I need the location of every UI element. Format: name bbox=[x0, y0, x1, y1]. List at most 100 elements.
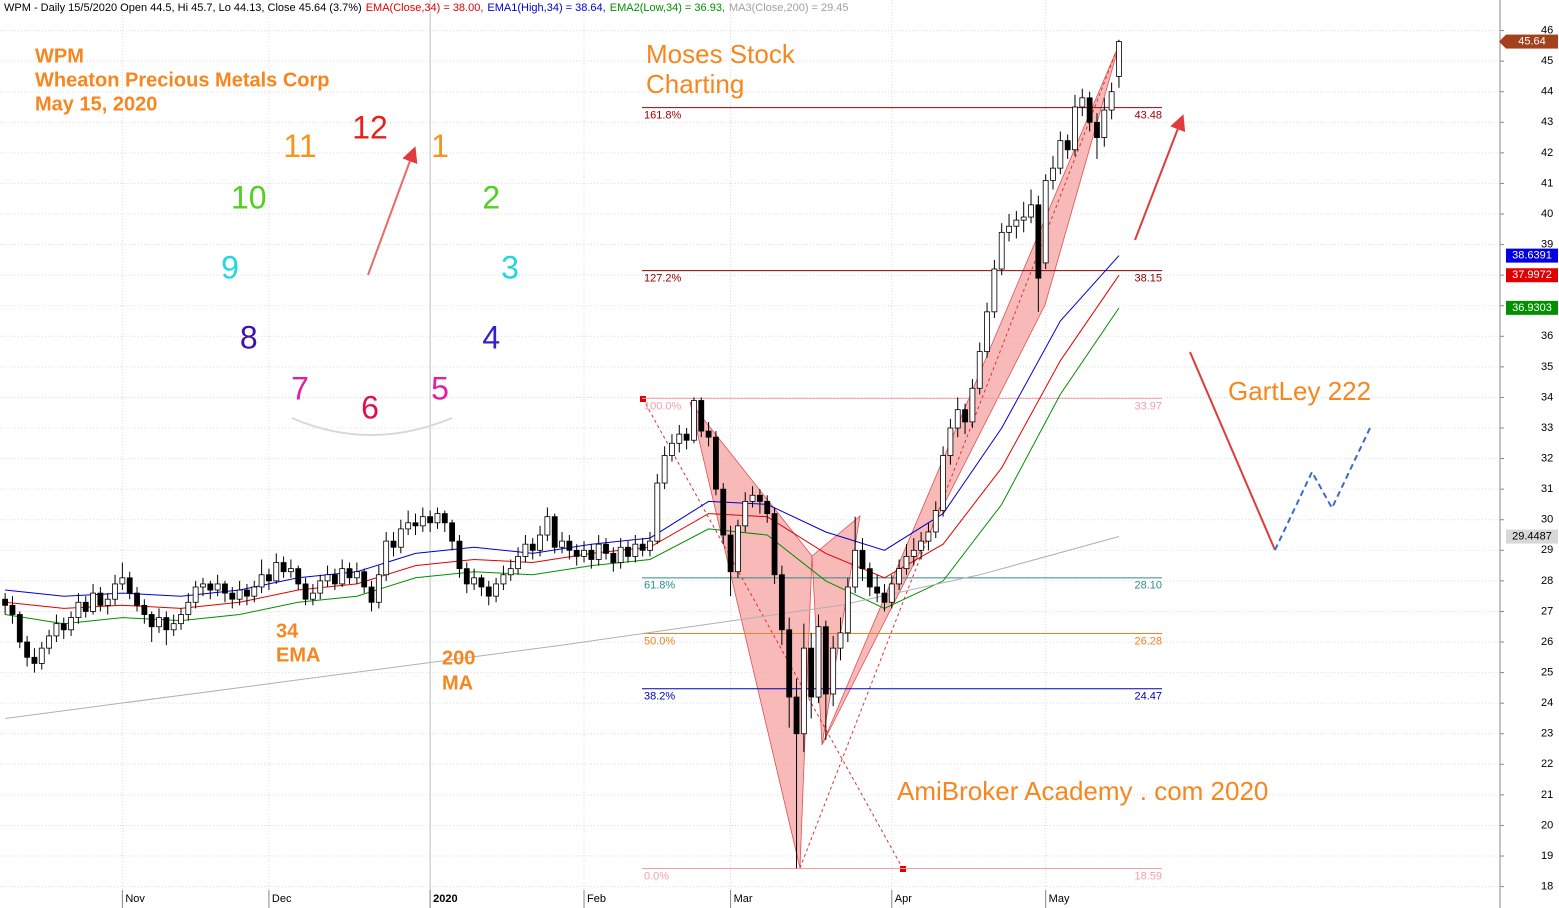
candle-body bbox=[713, 436, 719, 490]
candle-body bbox=[866, 568, 873, 588]
candle-body bbox=[405, 522, 412, 530]
candle-body bbox=[38, 647, 45, 664]
candle-body bbox=[859, 549, 866, 570]
candle-body bbox=[244, 589, 250, 597]
candle-body bbox=[903, 556, 910, 570]
fib-value: 18.59 bbox=[1134, 870, 1162, 882]
candle-body bbox=[830, 647, 837, 695]
y-tick-label: 33 bbox=[1541, 422, 1553, 434]
fib-ratio: 0.0% bbox=[644, 870, 669, 882]
note: MA bbox=[442, 672, 473, 694]
candle-body bbox=[786, 629, 793, 698]
candle-body bbox=[800, 647, 807, 735]
candle-body bbox=[1064, 140, 1071, 151]
price-tag-label: 38.6391 bbox=[1512, 250, 1552, 262]
candle-body bbox=[1086, 97, 1093, 123]
candle-body bbox=[625, 546, 631, 557]
candle-body bbox=[852, 549, 859, 588]
y-tick-label: 27 bbox=[1541, 605, 1553, 617]
projection bbox=[1274, 427, 1371, 551]
candle-body bbox=[331, 574, 338, 585]
candle-body bbox=[654, 482, 661, 542]
y-tick-label: 42 bbox=[1541, 147, 1553, 159]
y-tick-label: 22 bbox=[1541, 758, 1553, 770]
clock-number: 11 bbox=[283, 128, 316, 164]
candle-body bbox=[200, 583, 206, 588]
y-tick-label: 36 bbox=[1541, 330, 1553, 342]
candle-body bbox=[932, 510, 939, 533]
indicator-line bbox=[5, 536, 1120, 719]
candle-body bbox=[280, 562, 287, 573]
candle-body bbox=[46, 635, 52, 649]
candle-body bbox=[756, 494, 763, 502]
clock-number: 8 bbox=[240, 319, 258, 355]
grid bbox=[0, 0, 1500, 908]
candle-body bbox=[529, 543, 536, 551]
candle-body bbox=[163, 617, 170, 631]
candle-body bbox=[441, 513, 448, 524]
candle-body bbox=[383, 540, 390, 576]
y-tick-label: 39 bbox=[1541, 238, 1553, 250]
candle-body bbox=[888, 583, 895, 603]
candle-body bbox=[353, 571, 360, 579]
price-tag bbox=[1506, 300, 1558, 315]
candle-body bbox=[822, 626, 829, 695]
candle-body bbox=[984, 311, 990, 352]
candle-body bbox=[16, 614, 23, 643]
candle-body bbox=[778, 574, 785, 631]
note: May 15, 2020 bbox=[35, 93, 157, 115]
candle-body bbox=[881, 592, 888, 603]
candle-body bbox=[53, 623, 60, 637]
header-part: EMA(Close,34) = 38.00, bbox=[366, 2, 484, 14]
y-tick-label: 31 bbox=[1541, 483, 1553, 495]
clock-number: 10 bbox=[231, 179, 267, 215]
candle-body bbox=[735, 525, 741, 573]
candle-body bbox=[581, 549, 587, 557]
candle-body bbox=[544, 516, 551, 536]
x-tick-label: Apr bbox=[895, 893, 912, 905]
fib-value: 38.15 bbox=[1134, 272, 1162, 284]
y-tick-label: 19 bbox=[1541, 850, 1553, 862]
candle-body bbox=[463, 568, 470, 585]
candle-body bbox=[991, 268, 998, 313]
candle-body bbox=[251, 586, 258, 597]
note: 34 bbox=[276, 620, 299, 642]
note: GartLey 222 bbox=[1228, 376, 1371, 406]
header: WPM - Daily 15/5/2020 Open 44.5, Hi 45.7… bbox=[4, 2, 849, 14]
candle-body bbox=[273, 562, 280, 582]
candle-body bbox=[969, 387, 976, 423]
candle-body bbox=[119, 577, 126, 585]
candle-body bbox=[632, 543, 639, 557]
candle-body bbox=[156, 617, 162, 628]
candle-body bbox=[346, 568, 353, 579]
y-tick-label: 45 bbox=[1541, 55, 1553, 67]
fib-value: 26.28 bbox=[1134, 635, 1162, 647]
candle-body bbox=[910, 549, 917, 557]
candle-body bbox=[588, 549, 595, 560]
fib-value: 43.48 bbox=[1134, 110, 1162, 122]
candle-body bbox=[302, 583, 309, 600]
x-tick-label: Feb bbox=[587, 893, 606, 905]
candle-body bbox=[75, 601, 82, 618]
arrow bbox=[1189, 351, 1276, 551]
candle-body bbox=[954, 409, 961, 429]
candle-body bbox=[925, 531, 932, 542]
clock-number: 9 bbox=[221, 249, 239, 285]
candle-body bbox=[419, 516, 426, 527]
arrow bbox=[1134, 114, 1186, 241]
candle-body bbox=[412, 522, 419, 527]
candle-body bbox=[31, 656, 38, 664]
candle-body bbox=[97, 592, 104, 606]
y-tick-label: 41 bbox=[1541, 177, 1553, 189]
candle-body bbox=[449, 522, 456, 542]
candle-body bbox=[258, 574, 265, 588]
y-tick-label: 30 bbox=[1541, 514, 1553, 526]
price-tag-label: 37.9972 bbox=[1512, 269, 1552, 281]
price-tag-label: 45.64 bbox=[1518, 35, 1546, 47]
price-tag bbox=[1506, 34, 1558, 49]
candle-body bbox=[947, 427, 954, 456]
candle-body bbox=[639, 543, 646, 551]
y-tick-label: 28 bbox=[1541, 575, 1553, 587]
indicator-line bbox=[5, 307, 1120, 625]
y-tick-label: 34 bbox=[1541, 391, 1553, 403]
